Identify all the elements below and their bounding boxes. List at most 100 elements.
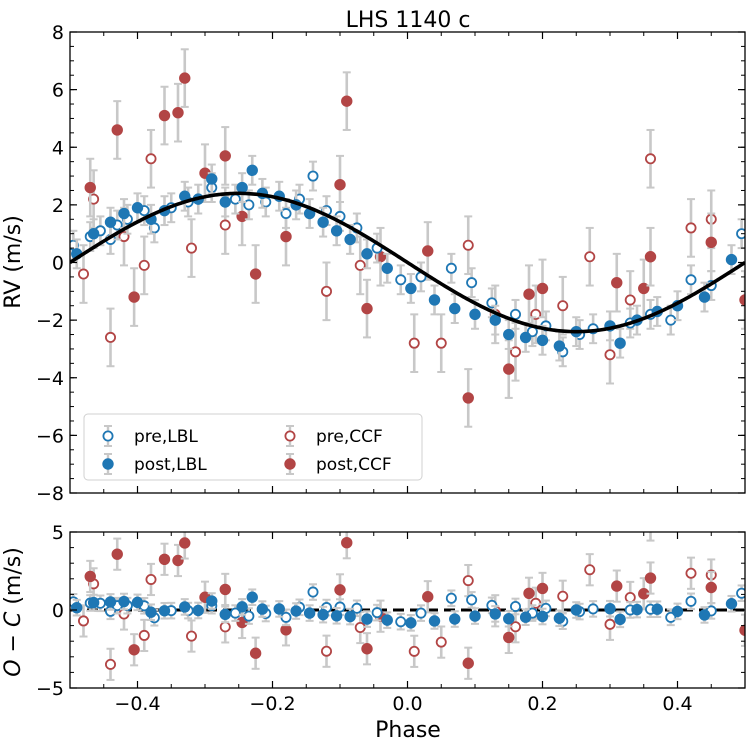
y-axis-label-rv: RV (m/s) bbox=[1, 215, 26, 309]
residual-point-post-ccf bbox=[158, 553, 171, 565]
rv-point-pre-ccf bbox=[320, 285, 332, 297]
residual-point-post-lbl bbox=[651, 603, 663, 615]
rv-point-pre-ccf bbox=[219, 219, 231, 231]
residual-point-pre-lbl bbox=[415, 607, 427, 619]
rv-point-pre-ccf bbox=[557, 300, 569, 312]
residual-point-post-lbl bbox=[698, 609, 711, 621]
residual-point-post-lbl bbox=[614, 613, 626, 626]
rv-point-post-ccf bbox=[536, 282, 549, 295]
rv-point-post-lbl bbox=[449, 302, 461, 315]
rv-ytick-label: 8 bbox=[52, 22, 64, 44]
rv-point-post-ccf bbox=[361, 302, 373, 315]
residual-point-post-lbl bbox=[344, 610, 356, 623]
rv-point-post-ccf bbox=[172, 106, 184, 119]
rv-point-post-lbl bbox=[131, 202, 144, 214]
rv-point-pre-lbl bbox=[466, 277, 478, 289]
rv-ytick-label: −8 bbox=[36, 483, 64, 505]
residual-point-pre-lbl bbox=[509, 600, 521, 612]
legend-marker bbox=[284, 430, 296, 442]
legend-label: pre,LBL bbox=[134, 427, 198, 447]
residual-point-pre-ccf bbox=[557, 590, 569, 602]
rv-point-pre-ccf bbox=[624, 294, 636, 306]
residual-xtick-label: 0.4 bbox=[662, 693, 692, 715]
rv-point-post-ccf bbox=[611, 276, 623, 289]
residual-point-post-lbl bbox=[570, 604, 582, 616]
residual-point-post-lbl bbox=[71, 601, 83, 614]
rv-point-post-ccf bbox=[638, 282, 650, 295]
residual-point-post-ccf bbox=[536, 582, 549, 595]
residual-ytick-label: 0 bbox=[52, 600, 64, 622]
residual-point-post-lbl bbox=[145, 606, 157, 618]
residual-point-pre-lbl bbox=[685, 595, 697, 607]
residual-point-post-lbl bbox=[118, 595, 130, 608]
rv-point-post-lbl bbox=[536, 334, 549, 346]
residual-point-pre-ccf bbox=[78, 615, 90, 627]
legend: pre,LBL post,LBL pre,CCF post,CCF bbox=[83, 413, 423, 481]
residual-point-post-ccf bbox=[611, 580, 623, 592]
residual-point-pre-ccf bbox=[219, 621, 231, 633]
residual-point-pre-ccf bbox=[320, 645, 332, 657]
residual-point-post-lbl bbox=[381, 614, 393, 626]
rv-point-post-ccf bbox=[644, 251, 657, 263]
rv-point-post-lbl bbox=[489, 314, 501, 326]
residual-point-pre-ccf bbox=[185, 630, 197, 642]
rv-point-post-lbl bbox=[236, 181, 248, 194]
residual-point-post-lbl bbox=[317, 608, 329, 621]
rv-point-pre-ccf bbox=[354, 259, 366, 271]
rv-point-post-lbl bbox=[553, 340, 566, 352]
residual-point-post-ccf bbox=[172, 554, 184, 567]
residual-point-pre-ccf bbox=[685, 567, 697, 579]
residual-point-pre-ccf bbox=[584, 564, 596, 576]
legend-marker bbox=[284, 458, 296, 470]
rv-point-post-lbl bbox=[469, 308, 481, 321]
residual-point-pre-ccf bbox=[138, 629, 150, 641]
rv-ytick-label: 2 bbox=[52, 195, 64, 217]
residual-point-post-lbl bbox=[158, 605, 171, 617]
residual-point-pre-lbl bbox=[587, 603, 599, 615]
rv-ytick-label: −2 bbox=[36, 310, 64, 332]
rv-point-pre-lbl bbox=[307, 170, 319, 182]
rv-point-post-ccf bbox=[422, 245, 434, 257]
rv-point-post-ccf bbox=[179, 72, 191, 84]
residual-point-pre-lbl bbox=[371, 607, 383, 619]
residual-point-post-ccf bbox=[361, 643, 373, 655]
rv-point-post-lbl bbox=[428, 294, 441, 306]
residual-point-post-ccf bbox=[422, 591, 434, 603]
residual-point-post-ccf bbox=[179, 537, 191, 549]
y-axis-label-residual: O − C (m/s) bbox=[1, 547, 26, 677]
residual-point-post-lbl bbox=[219, 608, 231, 621]
rv-point-pre-ccf bbox=[185, 242, 197, 254]
residual-point-post-lbl bbox=[256, 603, 269, 615]
rv-point-post-lbl bbox=[503, 328, 515, 341]
residual-point-pre-ccf bbox=[624, 591, 636, 603]
residual-xtick-label: −0.2 bbox=[249, 693, 295, 715]
rv-point-post-lbl bbox=[519, 331, 532, 344]
rv-point-post-ccf bbox=[219, 150, 231, 162]
residual-point-post-ccf bbox=[219, 583, 231, 596]
residual-point-post-ccf bbox=[503, 631, 515, 644]
residual-point-post-ccf bbox=[236, 616, 248, 629]
residual-point-post-ccf bbox=[644, 572, 657, 584]
rv-point-pre-ccf bbox=[105, 331, 117, 343]
rv-panel: −8 −6 −4 −2 0 2 4 6 8 bbox=[36, 22, 746, 505]
residual-point-post-lbl bbox=[536, 610, 549, 623]
residual-point-post-ccf bbox=[280, 624, 292, 636]
residual-point-pre-lbl bbox=[243, 610, 255, 622]
residual-xtick-label: −0.4 bbox=[114, 693, 160, 715]
rv-point-post-lbl bbox=[381, 262, 393, 274]
legend-label: pre,CCF bbox=[316, 427, 383, 447]
residual-point-post-lbl bbox=[671, 605, 684, 618]
residual-ytick-label: −5 bbox=[36, 678, 64, 700]
rv-point-post-ccf bbox=[111, 124, 123, 136]
rv-point-post-ccf bbox=[523, 288, 535, 300]
residual-point-pre-ccf bbox=[604, 618, 616, 630]
residual-point-post-lbl bbox=[631, 603, 643, 616]
residual-point-pre-lbl bbox=[445, 592, 457, 604]
rv-ytick-label: −4 bbox=[36, 368, 64, 390]
residual-point-post-ccf bbox=[462, 657, 474, 669]
rv-point-post-ccf bbox=[341, 95, 353, 107]
residual-point-post-ccf bbox=[334, 584, 346, 596]
residual-point-post-lbl bbox=[236, 601, 248, 613]
chart-title: LHS 1140 c bbox=[346, 8, 471, 33]
rv-point-post-ccf bbox=[280, 230, 292, 243]
